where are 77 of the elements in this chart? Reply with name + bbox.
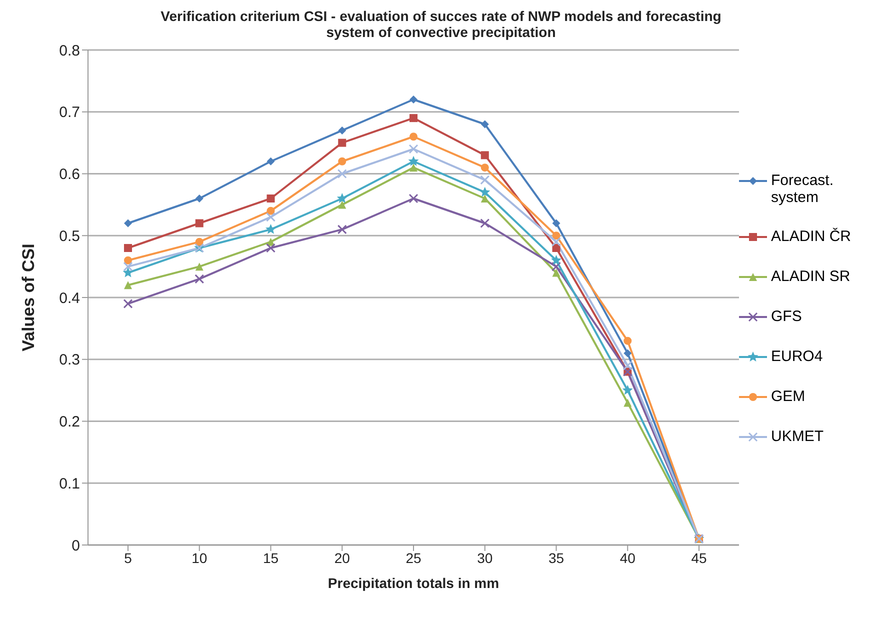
point	[195, 194, 204, 202]
legend-label: ALADIN ČR	[771, 228, 852, 245]
point	[124, 244, 132, 252]
chart-title: Verification criterium CSI - evaluation of succes rate of NWP models and forecasting system of convective precipitation	[160, 8, 722, 40]
point	[338, 200, 346, 209]
point	[195, 219, 204, 228]
point	[266, 224, 276, 234]
point	[480, 120, 489, 128]
point	[480, 151, 489, 160]
point	[410, 96, 418, 104]
y-tick-label: 0.4	[59, 290, 80, 307]
point	[408, 194, 418, 204]
point	[338, 126, 346, 134]
y-tick-label: 0.7	[59, 104, 80, 122]
point	[123, 262, 133, 272]
point	[266, 206, 275, 215]
point	[266, 243, 276, 253]
point	[337, 224, 347, 234]
point	[480, 194, 489, 202]
point	[552, 232, 560, 240]
point	[194, 274, 204, 284]
y-axis-title: Values of CSI	[19, 244, 38, 352]
x-tick-label: 20	[334, 550, 350, 566]
legend-label: Forecast. system	[771, 172, 835, 206]
point	[338, 138, 346, 147]
point	[336, 193, 348, 203]
legend-label: UKMET	[771, 428, 824, 445]
point	[410, 164, 418, 172]
point	[552, 268, 560, 277]
point	[124, 281, 132, 290]
legend-label: EURO4	[771, 348, 823, 365]
point	[410, 114, 418, 122]
point	[338, 157, 346, 166]
point	[124, 219, 132, 228]
point	[337, 169, 347, 178]
point	[552, 237, 561, 247]
point	[266, 212, 276, 222]
x-tick-label: 5	[124, 550, 132, 566]
point	[624, 336, 632, 345]
point	[552, 262, 561, 272]
point	[123, 298, 133, 308]
point	[408, 144, 418, 154]
x-tick-label: 25	[406, 550, 422, 566]
x-tick-label: 15	[262, 550, 279, 566]
legend-label: GFS	[771, 308, 802, 325]
point	[480, 186, 490, 197]
y-tick-label: 0	[72, 537, 80, 554]
y-tick-label: 0.2	[59, 414, 80, 431]
y-tick-label: 0.5	[59, 228, 80, 245]
x-axis-title: Precipitation totals in mm	[328, 575, 500, 591]
x-tick-label: 45	[691, 550, 707, 566]
point	[624, 398, 632, 407]
x-tick-label: 40	[620, 550, 636, 566]
x-tick-label: 30	[477, 550, 493, 566]
point	[124, 256, 132, 264]
point	[410, 132, 418, 141]
point	[622, 360, 632, 370]
point	[480, 218, 490, 228]
x-tick-label: 35	[548, 550, 564, 566]
y-tick-label: 0.8	[59, 42, 80, 60]
point	[622, 384, 633, 395]
point	[551, 254, 562, 265]
point	[266, 157, 275, 166]
point	[408, 156, 419, 166]
legend-label: ALADIN SR	[771, 268, 850, 285]
y-tick-label: 0.6	[59, 166, 80, 184]
point	[266, 194, 275, 202]
point	[195, 262, 204, 271]
y-tick-label: 0.3	[59, 352, 80, 369]
x-tick-label: 10	[192, 550, 208, 566]
point	[480, 175, 490, 185]
legend-label: GEM	[771, 388, 806, 405]
point	[552, 219, 560, 228]
point	[480, 164, 489, 172]
point	[195, 238, 204, 246]
point	[624, 349, 632, 358]
y-tick-label: 0.1	[59, 475, 80, 492]
